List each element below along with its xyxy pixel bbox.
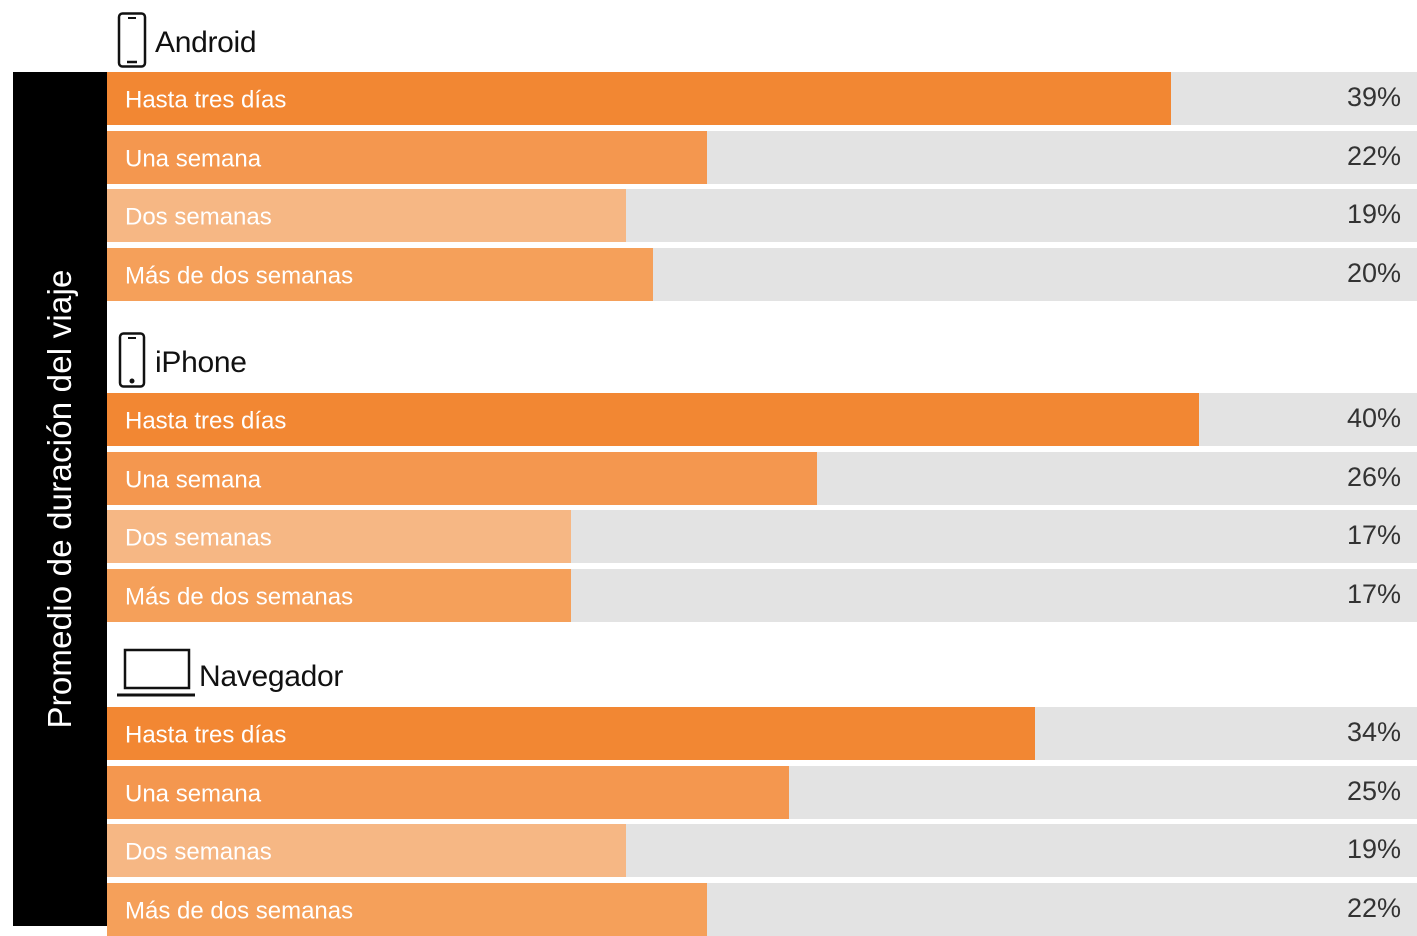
bar-value-label: 40% (1346, 402, 1401, 433)
bar-row: Una semana 22% (107, 131, 1417, 184)
bar-value-label: 39% (1346, 81, 1401, 112)
bar-row: Hasta tres días 34% (107, 707, 1417, 760)
bar (107, 393, 1199, 446)
group-title-android: Android (155, 25, 257, 59)
bar-value-label: 34% (1346, 716, 1401, 747)
bar-category-label: Hasta tres días (125, 720, 287, 748)
bar-category-label: Más de dos semanas (125, 582, 354, 610)
bar-row: Dos semanas 19% (107, 824, 1417, 877)
bar-category-label: Una semana (125, 144, 262, 172)
bar-category-label: Dos semanas (125, 523, 272, 551)
bar-row: Más de dos semanas 20% (107, 248, 1417, 301)
bar-value-label: 22% (1346, 140, 1401, 171)
bar-category-label: Hasta tres días (125, 85, 287, 113)
bar (107, 824, 626, 877)
bar-row: Hasta tres días 39% (107, 72, 1417, 125)
bar-row: Hasta tres días 40% (107, 393, 1417, 446)
bar-category-label: Hasta tres días (125, 406, 287, 434)
bar (107, 707, 1035, 760)
bar-value-label: 20% (1346, 257, 1401, 288)
group-title-navegador: Navegador (199, 659, 344, 693)
group-header-navegador: Navegador (117, 648, 343, 705)
smartphone-icon (117, 12, 147, 73)
bar (107, 510, 571, 563)
bar-category-label: Dos semanas (125, 202, 272, 230)
bar-category-label: Una semana (125, 779, 262, 807)
bar-category-label: Dos semanas (125, 837, 272, 865)
bar-value-label: 17% (1346, 519, 1401, 550)
bar-category-label: Más de dos semanas (125, 261, 354, 289)
bar-row: Más de dos semanas 17% (107, 569, 1417, 622)
bar-category-label: Una semana (125, 465, 262, 493)
bar-row: Una semana 25% (107, 766, 1417, 819)
bar-row: Dos semanas 17% (107, 510, 1417, 563)
bar-value-label: 19% (1346, 833, 1401, 864)
group-title-iphone: iPhone (155, 345, 247, 379)
laptop-icon (117, 648, 195, 705)
bar-category-label: Más de dos semanas (125, 896, 354, 924)
bar-value-label: 22% (1346, 892, 1401, 923)
bar-row: Más de dos semanas 22% (107, 883, 1417, 936)
bar (107, 452, 817, 505)
group-header-android: Android (117, 12, 257, 73)
iphone-icon (117, 332, 147, 393)
bar-value-label: 17% (1346, 578, 1401, 609)
side-panel (13, 72, 107, 926)
bar-row: Dos semanas 19% (107, 189, 1417, 242)
bar-value-label: 19% (1346, 198, 1401, 229)
bar-value-label: 26% (1346, 461, 1401, 492)
bar-value-label: 25% (1346, 775, 1401, 806)
axis-title: Promedio de duración del viaje (41, 269, 78, 729)
bar (107, 569, 571, 622)
bar (107, 72, 1171, 125)
bar (107, 248, 653, 301)
bar (107, 131, 707, 184)
bar (107, 766, 789, 819)
bar (107, 189, 626, 242)
group-header-iphone: iPhone (117, 332, 247, 393)
bar-row: Una semana 26% (107, 452, 1417, 505)
